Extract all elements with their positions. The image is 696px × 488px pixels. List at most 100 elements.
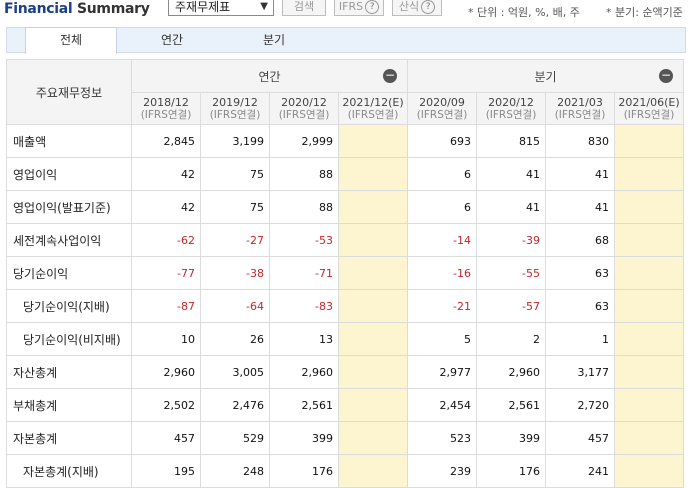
table-cell: 13 — [269, 322, 339, 356]
table-cell — [338, 355, 408, 389]
row-header-corner: 주요재무정보 — [6, 59, 132, 125]
table-cell: -87 — [131, 289, 201, 323]
table-cell: 68 — [545, 223, 615, 257]
row-label: 당기순이익 — [6, 256, 132, 290]
column-basis: (IFRS연결) — [140, 108, 192, 121]
table-cell — [338, 157, 408, 191]
column-basis: (IFRS연결) — [209, 108, 261, 121]
column-period: 2020/09 — [419, 95, 465, 109]
table-cell: 529 — [200, 421, 270, 455]
table-cell: -77 — [131, 256, 201, 290]
table-row: 매출액 2,845 3,199 2,999 693 815 830 — [6, 124, 684, 158]
table-cell — [338, 421, 408, 455]
table-cell — [338, 256, 408, 290]
table-cell: 2,476 — [200, 388, 270, 422]
group-annual-header: 연간 − — [131, 59, 408, 93]
table-cell: 2,454 — [407, 388, 477, 422]
table-row: 영업이익 42 75 88 6 41 41 — [6, 157, 684, 191]
tab-all[interactable]: 전체 — [25, 27, 117, 54]
quarter-basis-note: * 분기: 순액기준 — [606, 6, 683, 19]
search-button[interactable]: 검색 — [282, 0, 326, 16]
collapse-annual-icon[interactable]: − — [383, 68, 397, 83]
column-header: 2021/12(E) (IFRS연결) — [338, 92, 408, 125]
statement-type-select[interactable]: 주재무제표 ▼ — [168, 0, 274, 16]
table-cell: -16 — [407, 256, 477, 290]
table-cell: -27 — [200, 223, 270, 257]
title-summary: Summary — [76, 1, 150, 17]
table-cell: 6 — [407, 157, 477, 191]
table-row: 당기순이익(비지배) 10 26 13 5 2 1 — [6, 322, 684, 356]
table-cell: 2,960 — [476, 355, 546, 389]
table-cell: -53 — [269, 223, 339, 257]
table-cell: 457 — [545, 421, 615, 455]
table-cell: 2,720 — [545, 388, 615, 422]
row-label: 매출액 — [6, 124, 132, 158]
table-cell — [614, 256, 684, 290]
row-label: 부채총계 — [6, 388, 132, 422]
table-row: 당기순이익(지배) -87 -64 -83 -21 -57 63 — [6, 289, 684, 323]
table-cell: 457 — [131, 421, 201, 455]
table-cell: 42 — [131, 190, 201, 224]
tab-quarter[interactable]: 분기 — [262, 33, 286, 47]
collapse-quarter-icon[interactable]: − — [659, 68, 673, 83]
table-cell: 2,977 — [407, 355, 477, 389]
table-cell: 2,845 — [131, 124, 201, 158]
table-cell: 3,199 — [200, 124, 270, 158]
table-cell: 815 — [476, 124, 546, 158]
table-cell — [614, 124, 684, 158]
row-label: 당기순이익(비지배) — [6, 322, 132, 356]
table-row: 세전계속사업이익 -62 -27 -53 -14 -39 68 — [6, 223, 684, 257]
search-button-label: 검색 — [293, 0, 315, 13]
row-label: 세전계속사업이익 — [6, 223, 132, 257]
formula-button-label: 산식 — [398, 0, 420, 13]
table-cell: 41 — [476, 190, 546, 224]
table-cell: 75 — [200, 157, 270, 191]
table-cell: 241 — [545, 454, 615, 488]
table-cell — [614, 157, 684, 191]
chevron-down-icon: ▼ — [260, 1, 268, 12]
table-cell — [338, 454, 408, 488]
tab-annual[interactable]: 연간 — [160, 33, 184, 47]
table-cell: -64 — [200, 289, 270, 323]
formula-help-button[interactable]: 산식? — [392, 0, 442, 16]
column-header: 2021/03 (IFRS연결) — [545, 92, 615, 125]
column-header: 2019/12 (IFRS연결) — [200, 92, 270, 125]
table-cell: 176 — [476, 454, 546, 488]
table-cell — [338, 124, 408, 158]
group-annual-label: 연간 — [258, 69, 281, 84]
table-cell: 2,561 — [269, 388, 339, 422]
ifrs-help-button[interactable]: IFRS? — [334, 0, 384, 16]
column-period: 2021/06(E) — [618, 95, 680, 109]
table-cell: 26 — [200, 322, 270, 356]
table-cell: -39 — [476, 223, 546, 257]
column-basis: (IFRS연결) — [278, 108, 330, 121]
column-basis: (IFRS연결) — [485, 108, 537, 121]
table-row: 영업이익(발표기준) 42 75 88 6 41 41 — [6, 190, 684, 224]
row-label: 자산총계 — [6, 355, 132, 389]
table-cell: 239 — [407, 454, 477, 488]
table-cell: 399 — [476, 421, 546, 455]
table-cell: -62 — [131, 223, 201, 257]
column-header: 2020/09 (IFRS연결) — [407, 92, 477, 125]
table-cell: 41 — [545, 157, 615, 191]
row-label: 당기순이익(지배) — [6, 289, 132, 323]
column-header: 2021/06(E) (IFRS연결) — [614, 92, 684, 125]
table-cell — [614, 289, 684, 323]
row-label: 자본총계(지배) — [6, 454, 132, 488]
table-cell — [338, 289, 408, 323]
table-cell: 41 — [545, 190, 615, 224]
table-cell: 693 — [407, 124, 477, 158]
unit-note: * 단위 : 억원, %, 배, 주 — [468, 6, 580, 19]
table-cell — [338, 190, 408, 224]
table-cell — [614, 454, 684, 488]
column-basis: (IFRS연결) — [347, 108, 399, 121]
table-cell: 523 — [407, 421, 477, 455]
table-cell: -55 — [476, 256, 546, 290]
column-period: 2020/12 — [488, 95, 534, 109]
column-header: 2020/12 (IFRS연결) — [476, 92, 546, 125]
table-cell: 195 — [131, 454, 201, 488]
statement-type-value: 주재무제표 — [175, 0, 231, 14]
table-cell: 2,960 — [269, 355, 339, 389]
column-period: 2021/03 — [557, 95, 603, 109]
ifrs-button-label: IFRS — [338, 0, 364, 13]
